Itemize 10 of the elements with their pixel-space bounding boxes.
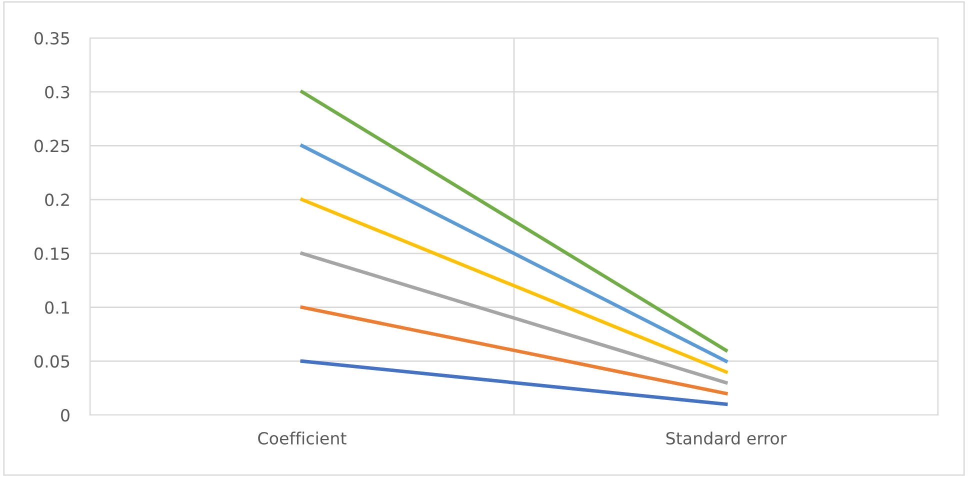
- y-tick-label: 0.3: [45, 86, 70, 98]
- y-tick-label: 0.05: [34, 355, 70, 368]
- x-tick-label: Coefficient: [258, 432, 346, 445]
- y-tick-label: 0.2: [45, 194, 69, 206]
- y-tick-label: 0.35: [34, 32, 70, 45]
- y-tick-label: 0: [61, 408, 70, 422]
- y-tick-label: 0.15: [34, 247, 70, 260]
- y-tick-label: 0.1: [45, 301, 70, 314]
- x-tick-label: Standard error: [666, 432, 787, 445]
- y-tick-label: 0.25: [34, 140, 70, 152]
